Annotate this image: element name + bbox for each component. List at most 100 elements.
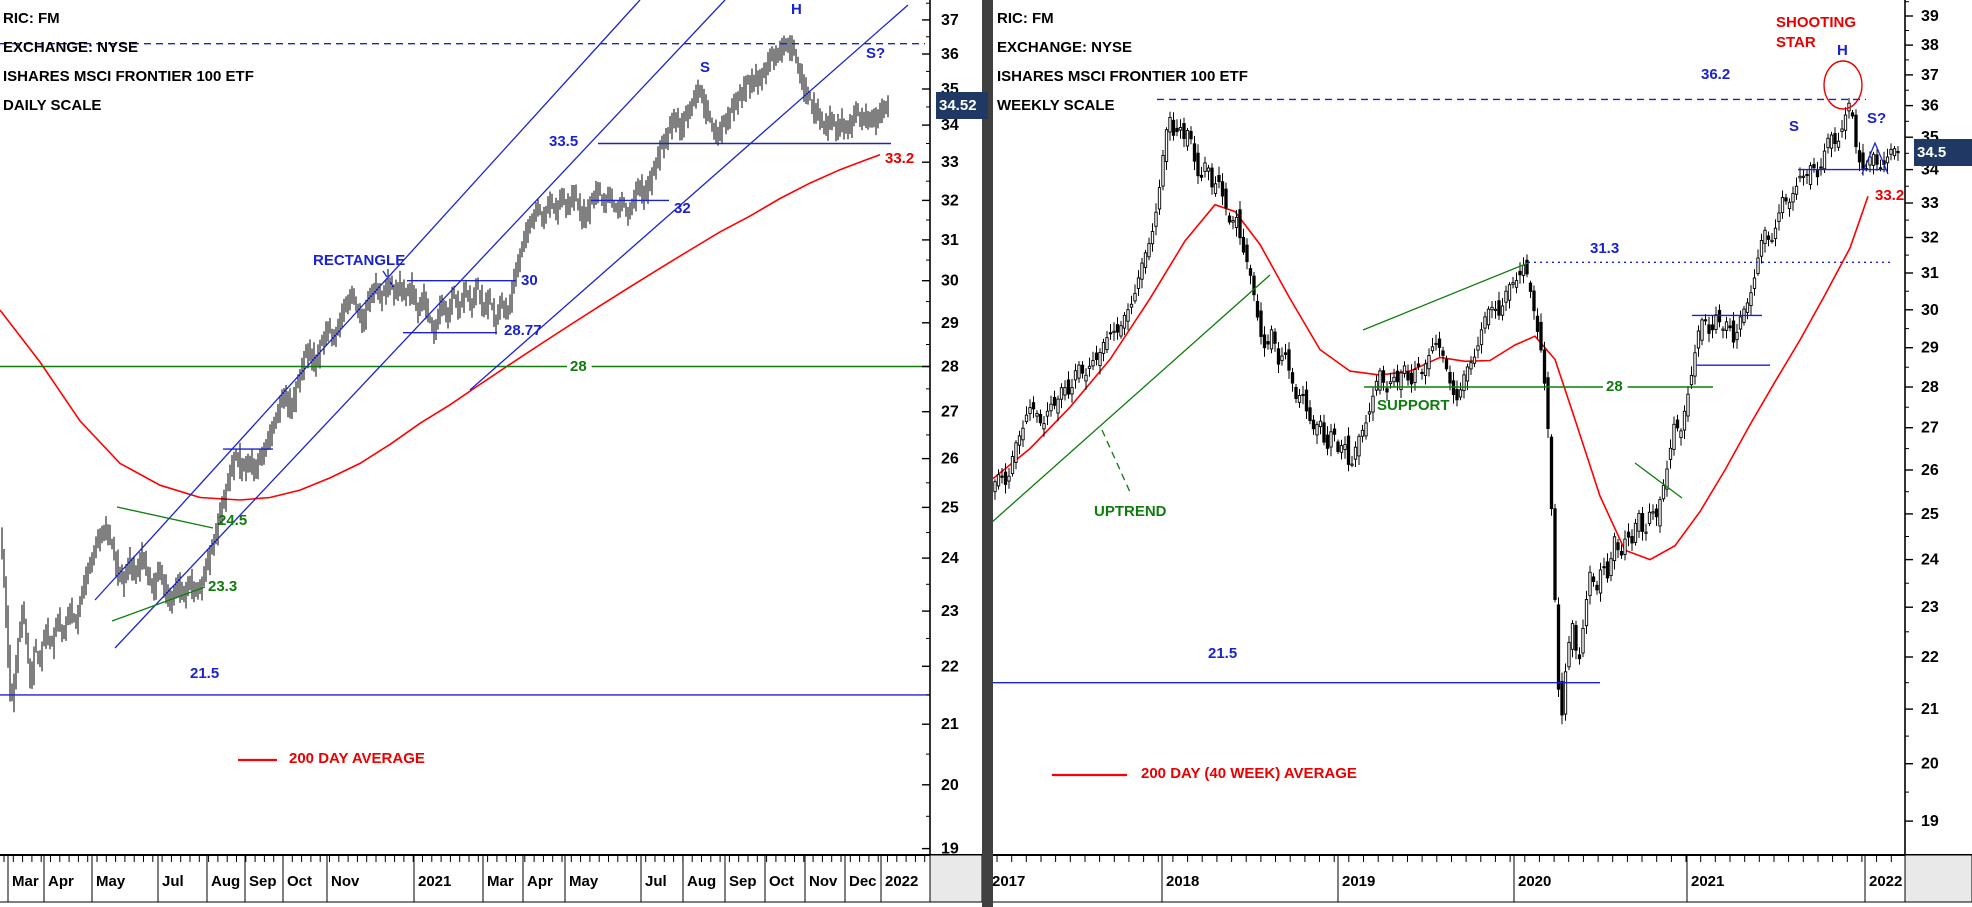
- daily-pane-y-label-21: 21: [941, 716, 959, 733]
- daily-pane-x-label-Sep: Sep: [729, 873, 757, 890]
- daily-chart-plot-area[interactable]: [0, 0, 930, 855]
- daily-pane-y-label-27: 27: [941, 404, 959, 421]
- daily-pane-y-label-19: 19: [941, 841, 959, 858]
- weekly-pane-x-label-2019: 2019: [1342, 873, 1375, 890]
- weekly-pane-annotation-star: STAR: [1776, 34, 1816, 51]
- weekly-pane-y-label-39: 39: [1921, 8, 1939, 25]
- weekly-pane-y-label-22: 22: [1921, 649, 1939, 666]
- weekly-pane-y-label-26: 26: [1921, 462, 1939, 479]
- weekly-title-block: RIC: FM EXCHANGE: NYSE ISHARES MSCI FRONTI…: [997, 4, 1248, 120]
- weekly-pane-y-label-25: 25: [1921, 506, 1939, 523]
- daily-title-ric: RIC: FM: [3, 10, 60, 27]
- weekly-pane-annotation-s: S: [1789, 118, 1799, 135]
- daily-pane-x-label-Oct: Oct: [287, 873, 312, 890]
- weekly-last-price-badge: 34.5: [1914, 139, 1972, 166]
- daily-title-scale: DAILY SCALE: [3, 97, 102, 114]
- weekly-title-exchange: EXCHANGE: NYSE: [997, 39, 1133, 56]
- weekly-pane-y-label-38: 38: [1921, 37, 1939, 54]
- daily-pane-x-label-Apr: Apr: [527, 873, 553, 890]
- daily-pane-x-axis: Mar Apr May Jul Aug Sep Oct Nov 2021 Mar Apr May Jul…: [0, 854, 983, 903]
- shooting-star-circle: [1823, 60, 1863, 110]
- daily-pane-trendline-4: [116, 506, 214, 529]
- weekly-pane-level-label-31.3: 31.3: [1590, 240, 1619, 257]
- daily-pane-y-label-20: 20: [941, 777, 959, 794]
- weekly-pane-level-label-28-bg: [1603, 377, 1628, 396]
- daily-pane-y-label-25: 25: [941, 499, 959, 516]
- weekly-pane-y-label-21: 21: [1921, 701, 1939, 718]
- daily-pane-trendline-0: [94, 0, 641, 601]
- weekly-pane-y-label-33: 33: [1921, 195, 1939, 212]
- daily-pane-candles: [1, 35, 889, 713]
- daily-title-exchange: EXCHANGE: NYSE: [3, 39, 139, 56]
- weekly-ma-legend-label: 200 DAY (40 WEEK) AVERAGE: [1141, 765, 1357, 782]
- daily-pane-trendline-3: [382, 270, 397, 292]
- weekly-pane-annotation-support: SUPPORT: [1377, 397, 1450, 414]
- weekly-pane-x-label-2018: 2018: [1166, 873, 1199, 890]
- daily-pane-y-label-22: 22: [941, 658, 959, 675]
- weekly-pane-y-label-37: 37: [1921, 67, 1939, 84]
- weekly-pane-x-axis: 2017 2018 2019 2020 2021 2022: [987, 854, 1972, 903]
- weekly-pane-annotation-h: H: [1837, 42, 1848, 59]
- pennant-triangle: [1861, 141, 1889, 175]
- weekly-pane-y-label-30: 30: [1921, 302, 1939, 319]
- daily-pane-trendline-5: [111, 586, 206, 622]
- daily-pane-y-label-23: 23: [941, 603, 959, 620]
- daily-pane-annotation-s: S: [700, 59, 710, 76]
- weekly-pane-y-label-19: 19: [1921, 813, 1939, 830]
- daily-pane-y-label-24: 24: [941, 550, 959, 567]
- daily-pane-level-label-30: 30: [521, 272, 538, 289]
- daily-pane-level-label-32: 32: [674, 200, 691, 217]
- weekly-pane: 36.2 31.3 28 21.5 UPTREND SUPPORT SHOOTING STAR…: [990, 14, 1904, 725]
- daily-pane-x-label-Aug: Aug: [211, 873, 240, 890]
- daily-pane-x-label-May: May: [569, 873, 599, 890]
- daily-pane-x-label-May: May: [96, 873, 126, 890]
- daily-pane-level-label-21.5: 21.5: [190, 665, 219, 682]
- weekly-pane-x-label-2021: 2021: [1691, 873, 1724, 890]
- pane-divider: [982, 0, 993, 907]
- daily-pane-level-label-28: 28: [570, 358, 587, 375]
- weekly-pane-candles: [993, 98, 1900, 725]
- daily-pane-x-label-Jul: Jul: [645, 873, 667, 890]
- daily-ma-legend-label: 200 DAY AVERAGE: [289, 750, 425, 767]
- weekly-pane-level-label-21.5: 21.5: [1208, 645, 1237, 662]
- daily-pane-y-label-30: 30: [941, 273, 959, 290]
- weekly-pane-annotation-33.2: 33.2: [1875, 187, 1904, 204]
- daily-pane-annotation-24.5: 24.5: [218, 512, 247, 529]
- weekly-pane-trendline-0: [990, 274, 1271, 524]
- daily-pane-annotation-33.2: 33.2: [885, 150, 914, 167]
- daily-pane-200-average-line: [0, 153, 881, 501]
- weekly-pane-y-label-28: 28: [1921, 379, 1939, 396]
- daily-title-block: RIC: FM EXCHANGE: NYSE ISHARES MSCI FRONTI…: [3, 4, 254, 120]
- weekly-pane-trendline-2: [1362, 262, 1529, 331]
- weekly-pane-y-label-23: 23: [1921, 599, 1939, 616]
- daily-pane-x-label-2022: 2022: [885, 873, 918, 890]
- weekly-pane-y-axis: 3938373635343332313029282726252423222120…: [1904, 0, 1939, 855]
- daily-pane-level-label-28-bg: [567, 357, 592, 376]
- daily-pane-annotation-23.3: 23.3: [208, 578, 237, 595]
- daily-title-name: ISHARES MSCI FRONTIER 100 ETF: [3, 68, 254, 85]
- daily-pane: 33.5323028.772821.5RECTANGLESHS?33.224.5…: [0, 0, 930, 713]
- daily-pane-x-label-Aug: Aug: [687, 873, 716, 890]
- weekly-pane-y-label-27: 27: [1921, 420, 1939, 437]
- weekly-pane-annotation-s?: S?: [1867, 110, 1886, 127]
- weekly-pane-y-label-20: 20: [1921, 756, 1939, 773]
- weekly-pane-y-label-31: 31: [1921, 265, 1939, 282]
- daily-pane-y-label-32: 32: [941, 192, 959, 209]
- daily-pane-y-label-37: 37: [941, 12, 959, 29]
- daily-pane-annotation-h: H: [791, 1, 802, 18]
- daily-pane-x-label-Mar: Mar: [12, 873, 39, 890]
- daily-pane-y-label-28: 28: [941, 358, 959, 375]
- daily-pane-annotation-rectangle: RECTANGLE: [313, 252, 405, 269]
- daily-pane-level-label-33.5: 33.5: [549, 133, 578, 150]
- weekly-pane-x-label-2022: 2022: [1869, 873, 1902, 890]
- weekly-pane-y-label-24: 24: [1921, 552, 1939, 569]
- daily-pane-trendline-1: [114, 0, 726, 649]
- daily-pane-axis-corner-box: [929, 854, 983, 903]
- weekly-title-name: ISHARES MSCI FRONTIER 100 ETF: [997, 68, 1248, 85]
- weekly-chart-plot-area[interactable]: [993, 0, 1905, 855]
- weekly-pane-y-label-29: 29: [1921, 340, 1939, 357]
- weekly-pane-annotation-shooting: SHOOTING: [1776, 14, 1856, 31]
- daily-last-price-badge: 34.52: [936, 92, 988, 119]
- weekly-pane-x-label-2020: 2020: [1518, 873, 1551, 890]
